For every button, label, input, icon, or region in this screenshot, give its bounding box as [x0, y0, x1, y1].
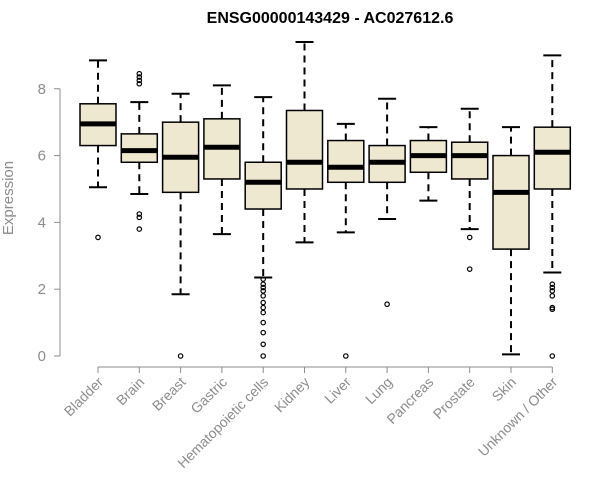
outlier-point	[260, 353, 267, 359]
x-tick-label: Kidney	[271, 374, 313, 416]
outlier-point	[136, 70, 143, 77]
x-tick-label: Prostate	[430, 374, 478, 422]
box-hematopoietic-cells	[244, 96, 282, 359]
outlier-point	[549, 284, 556, 291]
y-tick-label: 0	[38, 348, 46, 365]
x-tick-label: Brain	[113, 374, 147, 408]
y-tick-label: 2	[38, 281, 46, 298]
boxes-group	[79, 41, 572, 359]
x-tick-label: Bladder	[61, 374, 107, 420]
x-tick-label: Breast	[149, 374, 189, 414]
box-pancreas	[409, 126, 448, 202]
outlier-point	[260, 299, 267, 306]
box-lung	[368, 97, 406, 308]
iqr-box	[285, 109, 324, 190]
outlier-point	[136, 211, 143, 217]
iqr-box	[492, 154, 530, 250]
outlier-point	[95, 234, 101, 241]
y-tick-label: 8	[38, 81, 46, 98]
outlier-point	[260, 284, 267, 291]
outlier-point	[136, 214, 143, 221]
outlier-point	[466, 234, 473, 241]
outlier-point	[549, 288, 556, 294]
iqr-box	[327, 139, 365, 184]
outlier-point	[136, 74, 143, 80]
box-unknown-other	[533, 54, 572, 359]
outlier-point	[136, 80, 143, 87]
iqr-box	[244, 161, 282, 210]
outlier-point	[260, 329, 267, 336]
iqr-box	[120, 133, 159, 164]
outlier-point	[549, 293, 556, 299]
box-brain	[120, 70, 159, 232]
outlier-point	[342, 353, 349, 359]
box-liver	[327, 122, 365, 359]
x-tick-label: Liver	[321, 374, 354, 407]
x-tick-label: Skin	[489, 374, 520, 405]
box-prostate	[450, 107, 489, 272]
outlier-point	[549, 281, 556, 287]
box-gastric	[203, 84, 241, 236]
outlier-point	[260, 293, 267, 299]
box-skin	[492, 126, 530, 356]
y-tick-label: 4	[38, 214, 46, 231]
outlier-point	[136, 77, 143, 84]
outlier-point	[260, 288, 267, 294]
outlier-point	[177, 353, 184, 359]
outlier-point	[136, 226, 143, 232]
outlier-point	[549, 353, 556, 359]
box-bladder	[79, 59, 117, 241]
outlier-point	[384, 301, 390, 308]
outlier-point	[260, 281, 267, 287]
y-axis: 0 2 4 6 8	[38, 81, 61, 365]
outlier-point	[466, 266, 473, 272]
outlier-point	[260, 276, 267, 282]
iqr-box	[533, 126, 572, 190]
outlier-point	[260, 319, 267, 326]
outlier-point	[260, 304, 267, 311]
outlier-point	[549, 306, 556, 313]
box-breast	[161, 92, 200, 359]
iqr-box	[450, 141, 489, 180]
y-axis-label: Expression	[0, 161, 17, 235]
outlier-point	[260, 309, 267, 316]
box-kidney	[285, 41, 324, 244]
x-tick-label: Lung	[362, 374, 395, 407]
outlier-point	[260, 341, 267, 348]
chart-title: ENSG00000143429 - AC027612.6	[207, 10, 454, 27]
y-tick-label: 6	[38, 148, 46, 165]
